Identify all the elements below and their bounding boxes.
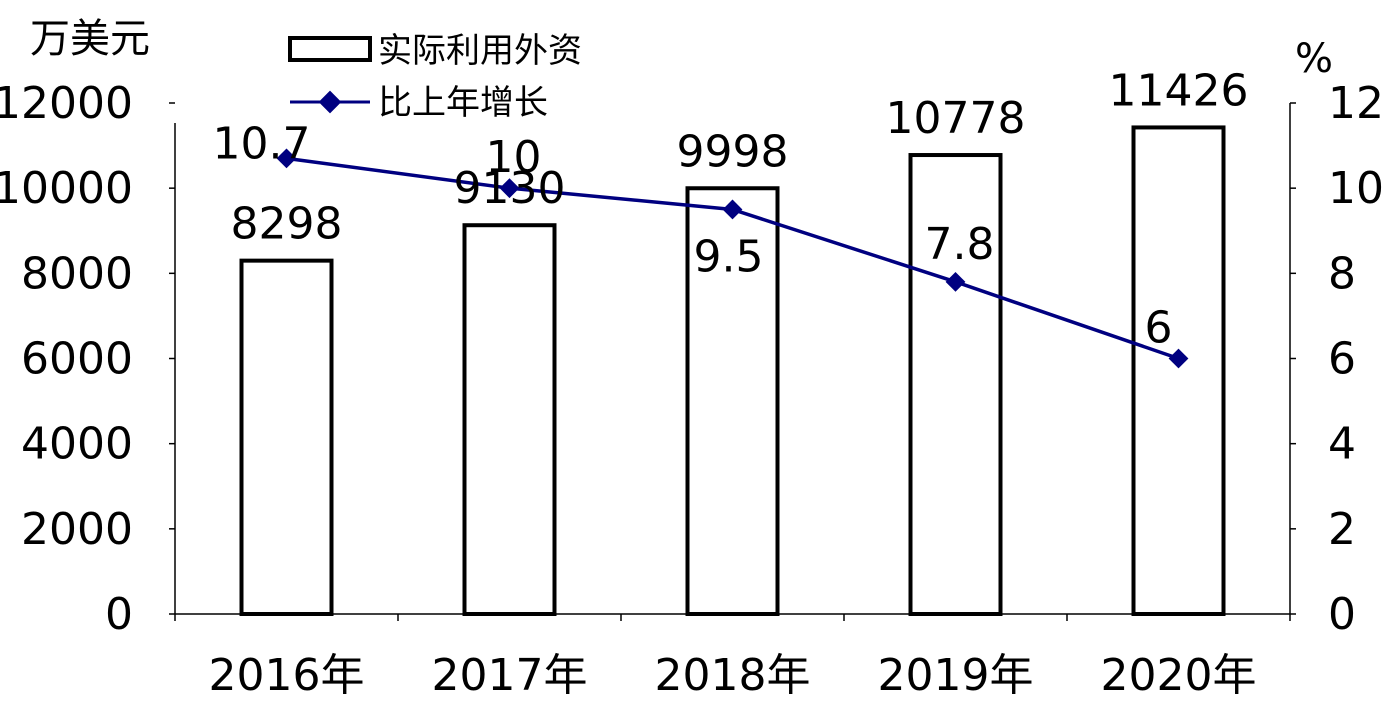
line-value-label: 7.8 [925, 219, 995, 270]
left-tick-label: 12000 [0, 78, 133, 129]
right-tick-label: 12 [1328, 78, 1384, 129]
axes: 0 2000 4000 6000 8000 10000 12000 0 2 4 6 8 10 12 2016… [0, 78, 1384, 701]
line-point [945, 271, 966, 292]
bar [908, 153, 1003, 616]
data-labels: 8298 9130 9998 10778 11426 10.7 10 9.5 7.8 6 [213, 65, 1249, 353]
x-tick-label: 2019年 [878, 650, 1034, 701]
left-tick-label: 2000 [21, 504, 133, 555]
bar [239, 258, 334, 616]
x-tick-label: 2018年 [655, 650, 811, 701]
legend-bar-swatch [288, 36, 372, 62]
legend-bar-label: 实际利用外资 [378, 31, 582, 71]
legend-line-label: 比上年增长 [378, 83, 548, 123]
left-tick-label: 10000 [0, 163, 133, 214]
x-tick-label: 2020年 [1101, 650, 1257, 701]
bar-value-label: 9130 [454, 163, 566, 214]
line-value-label: 10.7 [213, 118, 311, 169]
bar [1131, 125, 1226, 616]
bar-series [239, 125, 1226, 616]
right-tick-label: 8 [1328, 248, 1356, 299]
bar [462, 223, 557, 616]
right-tick-label: 2 [1328, 504, 1356, 555]
bar-value-label: 8298 [231, 199, 343, 250]
left-tick-label: 6000 [21, 334, 133, 385]
line-series [276, 148, 1189, 369]
right-tick-label: 10 [1328, 163, 1384, 214]
line-value-label: 9.5 [694, 231, 764, 282]
left-axis-unit: 万美元 [30, 16, 150, 62]
right-tick-label: 4 [1328, 419, 1356, 470]
line-value-label: 10 [486, 132, 542, 183]
legend-line-marker [318, 90, 342, 114]
bar [685, 186, 780, 616]
right-axis-unit: % [1295, 36, 1333, 82]
line-value-label: 6 [1145, 303, 1173, 354]
bar-value-label: 10778 [886, 93, 1026, 144]
x-tick-label: 2017年 [432, 650, 588, 701]
bar-value-label: 9998 [677, 126, 789, 177]
line-point [276, 148, 297, 169]
bar-value-label: 11426 [1109, 65, 1249, 116]
left-tick-label: 4000 [21, 419, 133, 470]
right-tick-label: 0 [1328, 589, 1356, 640]
legend: 实际利用外资 比上年增长 [288, 31, 582, 123]
line-point [1168, 348, 1189, 369]
left-tick-label: 0 [105, 589, 133, 640]
right-tick-label: 6 [1328, 334, 1356, 385]
x-tick-label: 2016年 [209, 650, 365, 701]
left-tick-label: 8000 [21, 248, 133, 299]
